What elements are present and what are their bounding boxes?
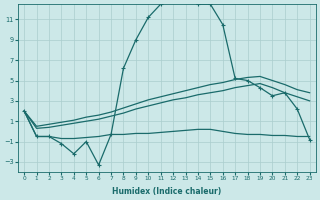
- X-axis label: Humidex (Indice chaleur): Humidex (Indice chaleur): [112, 187, 221, 196]
